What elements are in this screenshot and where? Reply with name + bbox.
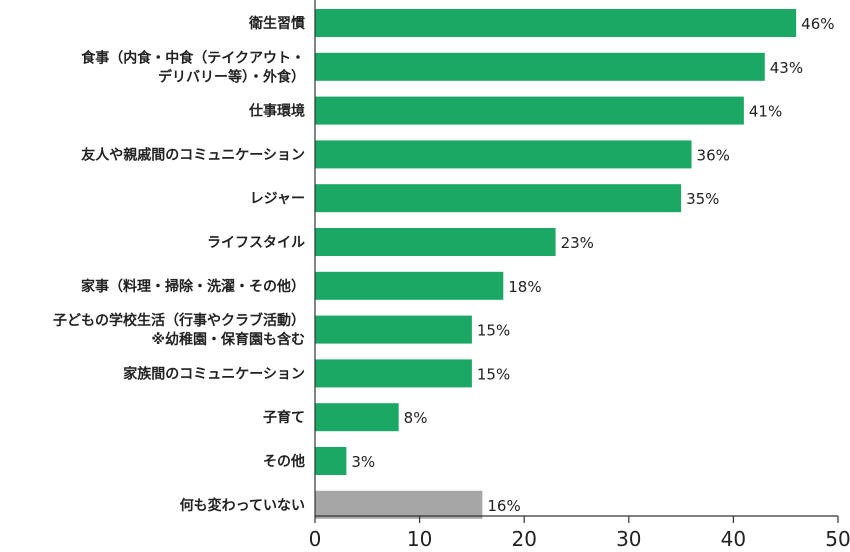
category-label-8: 家族間のコミュニケーション [123,365,305,382]
category-label-2: 仕事環境 [248,103,305,120]
category-label-7-line-1: ※幼稚園・保育園も含む [151,331,305,348]
category-label-10: その他 [263,453,305,470]
bar-4 [315,184,682,213]
category-label-4: レジャー [250,191,305,207]
x-tick-label-1: 10 [407,527,432,551]
bar-1 [315,52,765,81]
category-label-0: 衛生習慣 [248,15,305,32]
category-label-9: 子育て [263,409,305,426]
value-label-1: 43% [770,59,803,77]
bar-5 [315,228,556,256]
value-label-10: 3% [351,453,375,471]
bar-11 [315,490,483,519]
category-label-7-line-0: 子どもの学校生活（行事やクラブ活動） [53,312,305,329]
x-tick-label-4: 40 [721,527,746,551]
x-tick-label-2: 20 [511,527,536,551]
value-label-11: 16% [487,497,520,515]
bars-layer [315,9,797,519]
value-labels-layer: 46% 43% 41% 36% 35% 23% 18% 15% 15% 8% 3% 16% [351,15,834,515]
category-label-11: 何も変わっていない [180,497,305,514]
value-label-6: 18% [508,278,541,296]
bar-10 [315,447,347,475]
value-label-2: 41% [749,103,782,121]
value-label-3: 36% [697,146,730,164]
category-label-6: 家事（料理・掃除・洗濯・その他） [81,278,305,295]
bar-9 [315,403,399,432]
value-label-9: 8% [404,409,428,427]
category-label-3: 友人や親戚間のコミュニケーション [81,146,305,163]
x-tick-label-5: 50 [825,527,850,551]
bar-3 [315,140,692,169]
bar-2 [315,96,744,125]
bar-0 [315,9,797,37]
x-tick-label-0: 0 [309,527,322,551]
x-axis: 0 10 20 30 40 50 [309,0,850,551]
category-label-1-line-1: デリバリー等）・外食） [158,68,305,85]
bar-7 [315,315,472,344]
x-tick-label-3: 30 [616,527,641,551]
value-label-5: 23% [561,234,594,252]
value-label-0: 46% [801,15,834,33]
value-label-8: 15% [477,365,510,383]
bar-6 [315,271,504,300]
bar-8 [315,359,472,388]
value-label-7: 15% [477,322,510,340]
category-label-5: ライフスタイル [207,235,305,251]
category-label-1-line-0: 食事（内食・中食（テイクアウト・ [81,49,305,66]
value-label-4: 35% [686,190,719,208]
